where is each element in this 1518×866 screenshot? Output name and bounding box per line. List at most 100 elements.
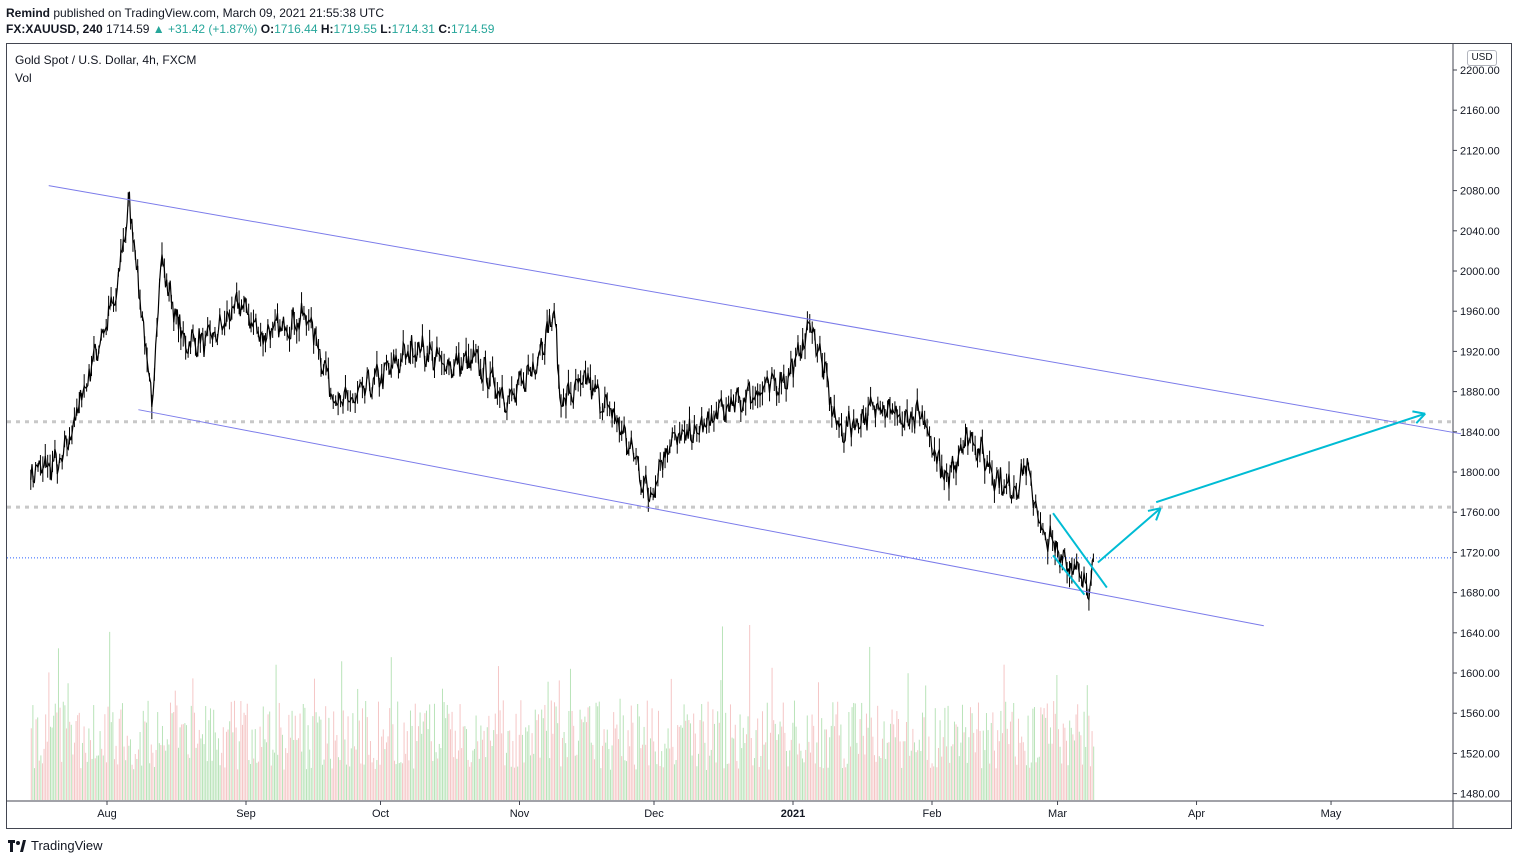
- volume-bar: [358, 720, 360, 800]
- volume-bar: [179, 727, 181, 800]
- volume-bar: [417, 726, 419, 800]
- volume-bar: [710, 749, 712, 800]
- volume-bar: [334, 740, 336, 800]
- volume-bar: [909, 755, 911, 800]
- volume-bar: [1001, 733, 1003, 800]
- volume-bar: [368, 754, 370, 800]
- volume-bar: [945, 746, 947, 800]
- volume-bar: [827, 767, 829, 800]
- volume-bar: [248, 760, 250, 800]
- author-name[interactable]: Remind: [6, 6, 51, 20]
- volume-bar: [520, 700, 522, 800]
- volume-bar: [773, 720, 775, 800]
- volume-bar: [653, 741, 655, 800]
- symbol-label[interactable]: FX:XAUUSD, 240: [6, 22, 103, 36]
- price-axis-label: 1960.00: [1460, 306, 1500, 318]
- target-arrow-2-head: [1415, 413, 1426, 424]
- volume-bar: [440, 748, 442, 800]
- volume-bar: [1045, 717, 1047, 800]
- volume-bar: [987, 730, 989, 800]
- volume-bar: [112, 712, 114, 800]
- volume-bar: [43, 748, 45, 800]
- volume-bar: [1046, 703, 1048, 800]
- channel-lower-line[interactable]: [138, 409, 1264, 627]
- time-axis-label: Feb: [923, 808, 942, 820]
- volume-bar: [542, 718, 544, 800]
- target-arrow-1[interactable]: [1097, 507, 1162, 564]
- time-axis-label: Sep: [236, 808, 256, 820]
- drawing-annotations[interactable]: [48, 185, 1462, 627]
- volume-bar: [472, 750, 474, 800]
- volume-bar: [646, 700, 648, 800]
- currency-badge[interactable]: USD: [1467, 50, 1497, 66]
- volume-bar: [1025, 765, 1027, 800]
- volume-bar: [753, 758, 755, 800]
- chart-frame[interactable]: [6, 43, 1512, 829]
- wedge-lower-line[interactable]: [1052, 554, 1086, 596]
- volume-bar: [1093, 746, 1095, 800]
- volume-bar: [229, 721, 231, 800]
- volume-bar: [449, 729, 451, 800]
- volume-bar: [982, 730, 984, 800]
- price-series: [30, 191, 1094, 611]
- volume-bar: [421, 733, 423, 800]
- price-axis[interactable]: 2200.00 2160.00 2120.00 2080.00 2040.00 2000.…: [1453, 65, 1500, 801]
- target-arrow-2[interactable]: [1155, 412, 1426, 504]
- volume-bar: [536, 720, 538, 800]
- volume-bar: [955, 724, 957, 800]
- volume-bar: [843, 758, 845, 800]
- volume-bar: [469, 766, 471, 800]
- volume-bar: [32, 705, 34, 800]
- price-axis-label: 2000.00: [1460, 266, 1500, 278]
- volume-bar: [1032, 708, 1034, 800]
- volume-bar: [206, 761, 208, 800]
- volume-bar: [400, 762, 402, 800]
- tradingview-brand[interactable]: TradingView: [31, 838, 103, 853]
- volume-bar: [933, 766, 935, 800]
- volume-bar: [165, 750, 167, 800]
- wedge-upper-line[interactable]: [1052, 512, 1108, 589]
- close-value: 1714.59: [450, 22, 495, 36]
- volume-bar: [1013, 702, 1015, 800]
- volume-bar: [155, 749, 157, 800]
- volume-bar: [225, 731, 227, 800]
- volume-bar: [113, 759, 115, 800]
- volume-bar: [801, 758, 803, 800]
- volume-bar: [273, 752, 275, 800]
- tradingview-logo-icon[interactable]: [8, 839, 26, 852]
- time-axis-label: Dec: [644, 808, 664, 820]
- time-axis[interactable]: Aug Sep Oct Nov Dec 2021 Feb Mar Apr May: [97, 801, 1342, 820]
- volume-bar: [672, 746, 674, 800]
- volume-bar: [414, 703, 416, 800]
- volume-bar: [406, 731, 408, 800]
- volume-bar: [656, 764, 658, 800]
- volume-bar: [661, 751, 663, 800]
- volume-bar: [973, 732, 975, 800]
- volume-bar: [896, 711, 898, 800]
- volume-bar: [275, 664, 277, 800]
- volume-bar: [181, 724, 183, 800]
- volume-bar: [921, 712, 923, 800]
- volume-bar: [766, 702, 768, 800]
- channel-upper-line[interactable]: [48, 185, 1462, 435]
- volume-bar: [734, 724, 736, 800]
- volume-bar: [437, 758, 439, 800]
- volume-bar: [720, 680, 722, 800]
- volume-bar: [1005, 701, 1007, 800]
- volume-bar: [451, 711, 453, 800]
- volume-bar: [609, 769, 611, 800]
- volume-bar: [729, 704, 731, 800]
- volume-bar: [302, 703, 304, 800]
- volume-bar: [363, 764, 365, 800]
- volume-bar: [1073, 740, 1075, 800]
- volume-bar: [593, 759, 595, 800]
- volume-bar: [643, 726, 645, 800]
- volume-bar: [808, 741, 810, 800]
- volume-bar: [54, 703, 56, 800]
- volume-bar: [761, 711, 763, 800]
- volume-bar: [483, 730, 485, 800]
- volume-bar: [675, 759, 677, 800]
- volume-bar: [289, 737, 291, 800]
- volume-bar: [382, 729, 384, 800]
